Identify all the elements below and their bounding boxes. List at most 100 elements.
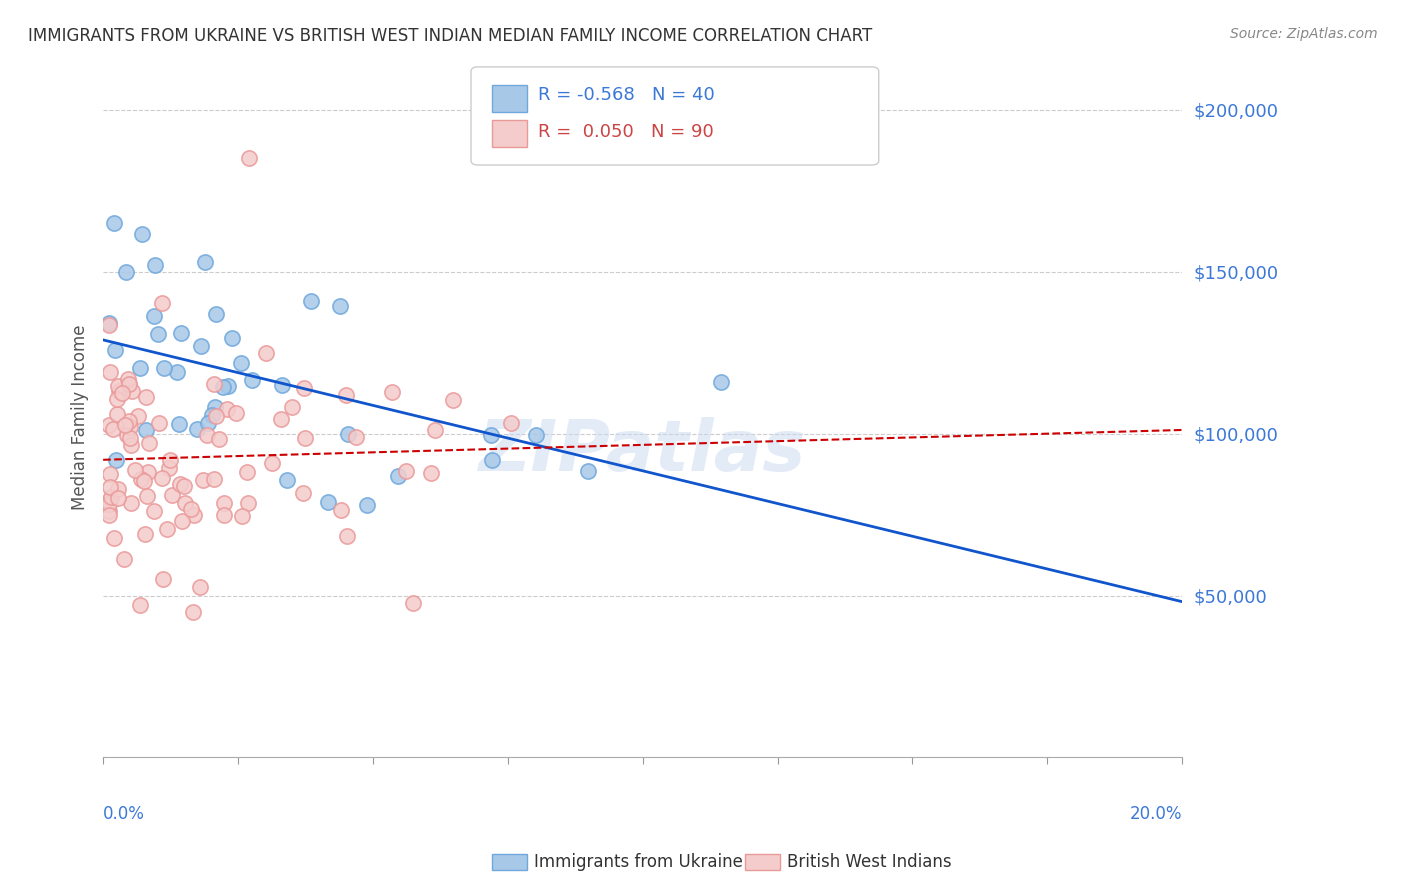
Point bbox=[344, 429, 367, 443]
Point bbox=[212, 380, 235, 394]
Point bbox=[127, 409, 149, 424]
Point bbox=[381, 384, 404, 399]
Point bbox=[578, 464, 600, 478]
Point bbox=[118, 376, 141, 391]
Point bbox=[129, 472, 152, 486]
Point bbox=[236, 466, 259, 480]
Point bbox=[292, 381, 315, 395]
Text: 0.0%: 0.0% bbox=[103, 805, 145, 823]
Point bbox=[172, 514, 194, 528]
Text: British West Indians: British West Indians bbox=[787, 853, 952, 871]
Point bbox=[107, 491, 129, 505]
Point bbox=[387, 469, 409, 483]
Point bbox=[394, 464, 416, 478]
Point bbox=[100, 490, 122, 504]
Point bbox=[526, 427, 548, 442]
Text: Immigrants from Ukraine: Immigrants from Ukraine bbox=[534, 853, 744, 871]
Point bbox=[118, 376, 141, 391]
Point bbox=[207, 433, 229, 447]
Point bbox=[120, 420, 142, 434]
Point bbox=[97, 508, 120, 522]
Point bbox=[181, 605, 204, 619]
Point bbox=[240, 373, 263, 387]
Point bbox=[97, 498, 120, 512]
Point bbox=[135, 390, 157, 404]
Point bbox=[186, 422, 208, 436]
Point bbox=[204, 409, 226, 424]
Point bbox=[201, 408, 224, 422]
Point bbox=[117, 372, 139, 386]
Point bbox=[238, 496, 260, 510]
Point bbox=[180, 502, 202, 516]
Point bbox=[107, 379, 129, 393]
Point bbox=[129, 360, 152, 375]
Point bbox=[129, 598, 152, 612]
Point bbox=[142, 504, 165, 518]
Point bbox=[294, 431, 316, 445]
Point bbox=[190, 339, 212, 353]
Point bbox=[120, 495, 142, 509]
Point bbox=[132, 474, 155, 488]
Y-axis label: Median Family Income: Median Family Income bbox=[72, 325, 89, 510]
Point bbox=[115, 427, 138, 442]
Point bbox=[142, 309, 165, 323]
Point bbox=[134, 423, 156, 437]
Point bbox=[107, 482, 129, 496]
Text: Source: ZipAtlas.com: Source: ZipAtlas.com bbox=[1230, 27, 1378, 41]
Point bbox=[98, 494, 121, 508]
Point bbox=[481, 453, 503, 467]
Point bbox=[136, 489, 159, 503]
Point bbox=[120, 432, 142, 446]
Point bbox=[276, 473, 298, 487]
Point bbox=[191, 473, 214, 487]
Point bbox=[114, 417, 136, 432]
Point bbox=[138, 465, 160, 479]
Point bbox=[329, 503, 352, 517]
Point bbox=[108, 384, 131, 399]
Point bbox=[97, 318, 120, 332]
Point bbox=[217, 378, 239, 392]
Point bbox=[104, 343, 127, 357]
Text: IMMIGRANTS FROM UKRAINE VS BRITISH WEST INDIAN MEDIAN FAMILY INCOME CORRELATION : IMMIGRANTS FROM UKRAINE VS BRITISH WEST … bbox=[28, 27, 872, 45]
Point bbox=[329, 299, 352, 313]
Point bbox=[217, 402, 239, 417]
Point bbox=[150, 471, 173, 485]
Point bbox=[145, 258, 167, 272]
Point bbox=[148, 417, 170, 431]
Point bbox=[105, 407, 128, 421]
Point bbox=[221, 331, 243, 345]
Point bbox=[103, 216, 125, 230]
Point bbox=[202, 472, 225, 486]
Point bbox=[419, 466, 441, 480]
Point bbox=[166, 365, 188, 379]
Point bbox=[212, 508, 235, 522]
Point bbox=[152, 572, 174, 586]
Point bbox=[134, 526, 156, 541]
Point bbox=[111, 386, 134, 401]
Point bbox=[260, 456, 283, 470]
Point bbox=[197, 416, 219, 430]
Point bbox=[97, 316, 120, 330]
Text: ZIPatlas: ZIPatlas bbox=[479, 417, 807, 486]
Point bbox=[121, 384, 143, 399]
Point bbox=[441, 392, 464, 407]
Point bbox=[337, 426, 360, 441]
Text: R = -0.568   N = 40: R = -0.568 N = 40 bbox=[538, 87, 716, 104]
Point bbox=[162, 488, 184, 502]
Point bbox=[188, 580, 211, 594]
Point bbox=[115, 265, 138, 279]
Point bbox=[170, 326, 193, 340]
Point bbox=[204, 401, 226, 415]
Point bbox=[146, 326, 169, 341]
Point bbox=[167, 417, 190, 431]
Point bbox=[118, 414, 141, 428]
Point bbox=[194, 255, 217, 269]
Point bbox=[270, 411, 292, 425]
Point bbox=[271, 378, 294, 392]
Point bbox=[157, 460, 180, 475]
Text: 20.0%: 20.0% bbox=[1130, 805, 1182, 823]
Point bbox=[316, 494, 339, 508]
Point bbox=[229, 356, 252, 370]
Point bbox=[98, 467, 121, 481]
Point bbox=[238, 152, 260, 166]
